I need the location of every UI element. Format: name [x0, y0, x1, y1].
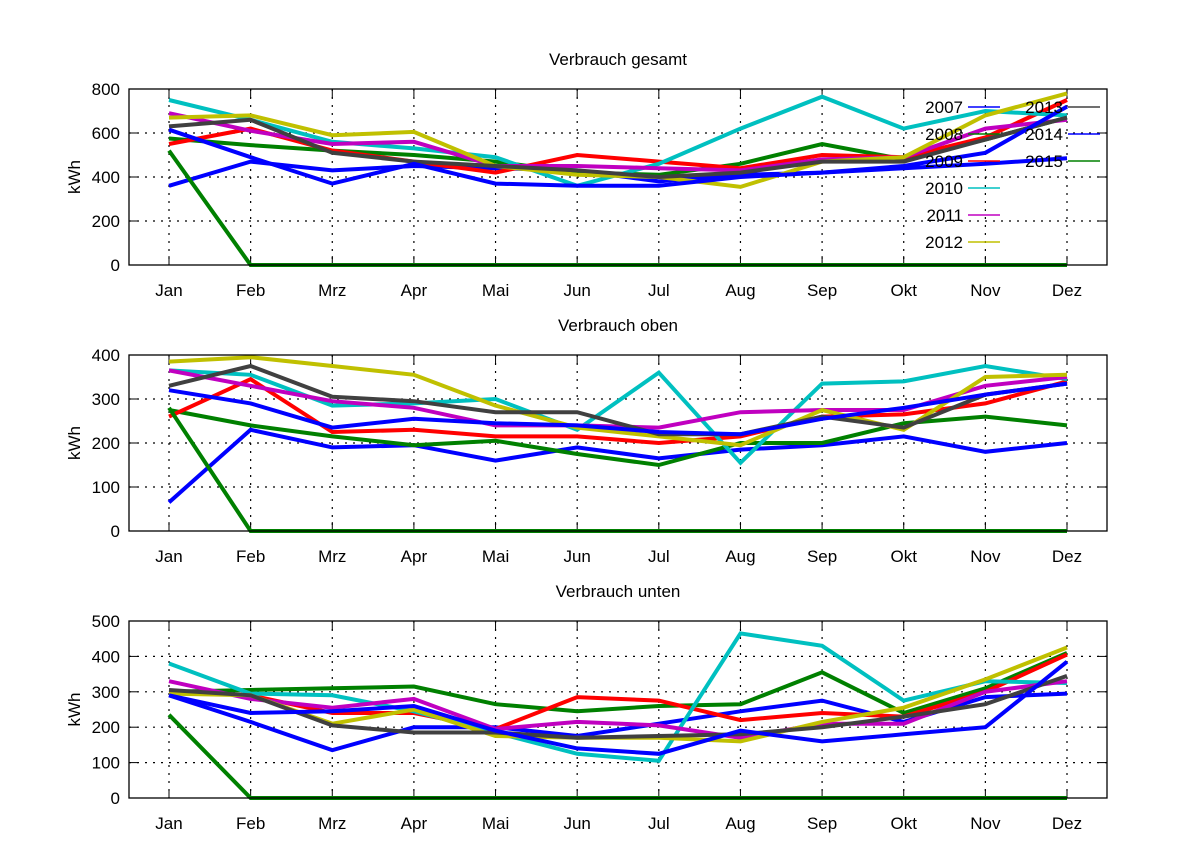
x-tick-label: Mrz [318, 814, 346, 833]
panel-verbrauch-gesamt: Verbrauch gesamt kWh 0 200 400 600 800 Jan Feb Mr… [65, 50, 1108, 300]
y-tick-label: 200 [92, 434, 120, 453]
x-tick-label: Jun [563, 814, 590, 833]
x-tick-label: Nov [970, 814, 1001, 833]
panel-verbrauch-unten: Verbrauch unten kWh 0 100 200 300 400 500 Jan Feb… [65, 582, 1108, 833]
x-tick-label: Okt [891, 814, 918, 833]
x-tick-label: Mai [482, 281, 509, 300]
legend-item-2011: 2011 [926, 206, 1000, 225]
series-line-2012 [168, 91, 1068, 189]
x-tick-label: Feb [236, 814, 265, 833]
y-tick-label: 300 [92, 683, 120, 702]
series-line-2007 [167, 427, 1068, 504]
series-line-2013 [168, 115, 1068, 180]
legend: 2007 2008 2009 2010 2011 2012 2013 2014 2015 [925, 98, 1100, 252]
legend-label: 2007 [925, 98, 963, 117]
y-tick-label: 400 [92, 168, 120, 187]
plot-frame [128, 88, 1108, 266]
x-tick-label: Okt [891, 281, 918, 300]
series-line-2014 [168, 381, 1068, 437]
legend-label: 2008 [925, 125, 963, 144]
x-tick-label: Mai [482, 814, 509, 833]
x-tick-label: Jun [563, 547, 590, 566]
x-tick-label: Okt [891, 547, 918, 566]
x-tick-label: Nov [970, 281, 1001, 300]
legend-label: 2013 [1025, 98, 1063, 117]
y-tick-label: 0 [111, 789, 120, 808]
series-line-2013 [168, 674, 1068, 740]
series-line-2014 [168, 104, 1068, 188]
x-tick-label: Jan [155, 281, 182, 300]
legend-item-2015: 2015 [1025, 152, 1100, 171]
x-tick-label: Dez [1052, 547, 1082, 566]
legend-item-2014: 2014 [1025, 125, 1100, 144]
series-line-2014 [168, 660, 1069, 756]
series-line-2010 [168, 631, 1068, 763]
x-tick-label: Sep [807, 547, 837, 566]
y-tick-label: 300 [92, 390, 120, 409]
series-line-2011 [168, 679, 1068, 740]
y-tick-label: 800 [92, 80, 120, 99]
legend-label: 2011 [926, 206, 963, 225]
y-axis-label: kWh [65, 160, 84, 194]
x-tick-label: Mai [482, 547, 509, 566]
x-tick-label: Aug [725, 814, 755, 833]
y-axis-label: kWh [65, 693, 84, 727]
legend-label: 2012 [925, 233, 963, 252]
legend-item-2007: 2007 [925, 98, 1000, 117]
legend-label: 2015 [1025, 152, 1063, 171]
x-tick-label: Aug [725, 281, 755, 300]
legend-label: 2010 [925, 179, 963, 198]
x-tick-label: Jul [648, 814, 670, 833]
chart-title: Verbrauch oben [558, 316, 678, 335]
chart-title: Verbrauch unten [556, 582, 681, 601]
y-axis-label: kWh [65, 426, 84, 460]
x-tick-label: Jan [155, 547, 182, 566]
chart-title: Verbrauch gesamt [549, 50, 687, 69]
plot-frame [128, 620, 1108, 799]
x-tick-label: Mrz [318, 547, 346, 566]
x-tick-label: Feb [236, 281, 265, 300]
x-tick-label: Apr [401, 547, 428, 566]
y-tick-label: 200 [92, 212, 120, 231]
x-tick-label: Sep [807, 814, 837, 833]
legend-item-2010: 2010 [925, 179, 1000, 198]
x-tick-label: Jul [648, 547, 670, 566]
y-tick-label: 500 [92, 612, 120, 631]
legend-item-2012: 2012 [925, 233, 1000, 252]
x-tick-label: Dez [1052, 281, 1082, 300]
x-tick-label: Aug [725, 547, 755, 566]
x-tick-label: Jun [563, 281, 590, 300]
y-tick-label: 0 [111, 256, 120, 275]
x-tick-label: Nov [970, 547, 1001, 566]
legend-item-2009: 2009 [925, 152, 1000, 171]
x-tick-label: Apr [401, 814, 428, 833]
x-tick-label: Sep [807, 281, 837, 300]
y-tick-label: 100 [92, 754, 120, 773]
x-tick-label: Jul [648, 281, 670, 300]
x-tick-label: Feb [236, 547, 265, 566]
y-tick-label: 600 [92, 124, 120, 143]
y-tick-label: 400 [92, 647, 120, 666]
y-tick-label: 100 [92, 478, 120, 497]
panel-verbrauch-oben: Verbrauch oben kWh 0 100 200 300 400 Jan Feb Mrz A… [65, 316, 1108, 566]
x-tick-label: Apr [401, 281, 428, 300]
legend-item-2013: 2013 [1025, 98, 1100, 117]
legend-item-2008: 2008 [925, 125, 1000, 144]
y-tick-label: 200 [92, 718, 120, 737]
x-tick-label: Jan [155, 814, 182, 833]
y-tick-label: 0 [111, 522, 120, 541]
series-line-2013 [168, 363, 1068, 437]
y-tick-label: 400 [92, 346, 120, 365]
x-tick-label: Mrz [318, 281, 346, 300]
series-line-2008 [168, 651, 1068, 716]
legend-label: 2009 [925, 152, 963, 171]
legend-label: 2014 [1025, 125, 1063, 144]
x-tick-label: Dez [1052, 814, 1082, 833]
plot-frame [128, 354, 1108, 532]
